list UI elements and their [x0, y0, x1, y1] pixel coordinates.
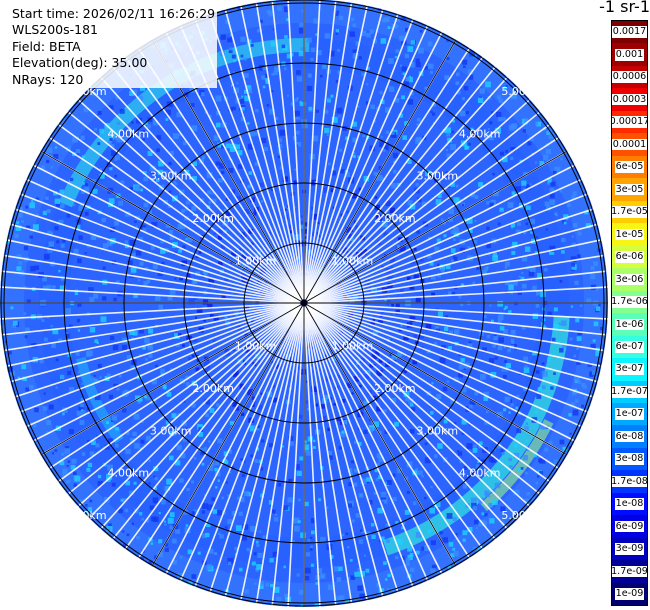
range-ring-label: 2.00km — [374, 382, 416, 395]
nrays-label: NRays: 120 — [12, 71, 84, 87]
range-ring-label: 1.00km — [332, 339, 374, 352]
range-ring-label: 3.00km — [416, 170, 458, 183]
colorbar-tick-label: 1e-06 — [614, 318, 645, 331]
range-ring-label: 2.00km — [374, 212, 416, 225]
colorbar-swatch: 0.001 — [612, 43, 647, 66]
instrument-label: WLS200s-181 — [12, 22, 98, 38]
colorbar-swatch: 0.00017 — [612, 110, 647, 134]
colorbar-tick-label: 3e-08 — [614, 453, 645, 465]
range-ring-label: 5.00km — [501, 509, 543, 522]
colorbar-tick-label: 1e-05 — [614, 228, 645, 241]
colorbar-swatch: 6e-06 — [612, 245, 647, 269]
colorbar-swatch: 0.0017 — [612, 21, 647, 44]
range-ring-label: 4.00km — [459, 127, 501, 140]
range-ring-label: 3.00km — [150, 170, 192, 183]
elevation-label: Elevation(deg): 35.00 — [12, 55, 148, 71]
range-ring-label: 5.00km — [65, 85, 107, 98]
colorbar-tick-label: 1.7e-07 — [612, 385, 647, 398]
colorbar-tick-label: 0.00017 — [612, 116, 647, 128]
colorbar-swatch: 3e-05 — [612, 178, 647, 201]
colorbar-swatch: 1.7e-08 — [612, 470, 647, 493]
colorbar-swatch: 6e-07 — [612, 335, 647, 359]
colorbar-tick-label: 1e-08 — [614, 498, 645, 510]
colorbar-tick-label: 3e-09 — [614, 543, 645, 555]
colorbar-swatch: 0.0001 — [612, 133, 647, 156]
colorbar-tick-label: 0.001 — [614, 48, 645, 61]
colorbar-swatch: 1.7e-05 — [612, 200, 647, 224]
colorbar-swatch: 1.7e-06 — [612, 290, 647, 314]
field-label: Field: BETA — [12, 38, 81, 54]
range-ring-label: 4.00km — [108, 127, 150, 140]
colorbar-swatch: 1e-07 — [612, 402, 647, 426]
colorbar-tick-label: 3e-07 — [614, 363, 645, 376]
range-ring-label: 5.00km — [501, 85, 543, 98]
start-time-label: Start time: 2026/02/11 16:26:29 — [12, 6, 216, 21]
colorbar-swatch: 1e-06 — [612, 313, 647, 336]
scan-info-panel: Start time: 2026/02/11 16:26:29 WLS200s-… — [12, 6, 218, 89]
colorbar-swatch: 6e-08 — [612, 425, 647, 448]
colorbar-tick-label: 0.0006 — [612, 71, 647, 83]
colorbar: 0.0017 0.001 0.0006 0.0003 0.00017 0.0001 6e-0… — [611, 20, 648, 606]
range-ring-label: 2.00km — [192, 212, 234, 225]
colorbar-swatch: 3e-06 — [612, 268, 647, 291]
colorbar-tick-label: 6e-05 — [614, 161, 645, 173]
colorbar-swatch: 0.0006 — [612, 65, 647, 89]
range-ring-label: 3.00km — [150, 424, 192, 437]
range-ring-labels: 1.00km 1.00km 1.00km 1.00km 2.00km 2.00km 2.00… — [65, 85, 543, 522]
colorbar-swatch: 6e-09 — [612, 515, 647, 538]
range-ring-label: 1.00km — [332, 255, 374, 268]
colorbar-tick-label: 1e-09 — [614, 588, 645, 600]
colorbar-tick-label: 3e-05 — [614, 183, 645, 196]
colorbar-tick-label: 6e-07 — [614, 341, 645, 353]
colorbar-swatch: 1.7e-09 — [612, 560, 647, 583]
range-ring-label: 4.00km — [459, 467, 501, 480]
range-ring-label: 3.00km — [416, 424, 458, 437]
colorbar-tick-label: 6e-09 — [614, 520, 645, 533]
colorbar-units-label: -1 sr-1 — [599, 0, 650, 16]
colorbar-tick-label: 0.0003 — [612, 93, 647, 106]
colorbar-tick-label: 1.7e-05 — [612, 206, 647, 218]
range-ring-label: 4.00km — [108, 467, 150, 480]
colorbar-tick-label: 1.7e-08 — [612, 475, 647, 488]
colorbar-tick-label: 3e-06 — [614, 273, 645, 286]
colorbar-tick-label: 1e-07 — [614, 408, 645, 420]
colorbar-tick-label: 6e-06 — [614, 251, 645, 263]
colorbar-swatch: 6e-05 — [612, 155, 647, 179]
colorbar-tick-label: 0.0017 — [612, 26, 647, 39]
colorbar-swatch: 0.0003 — [612, 88, 647, 111]
range-ring-label: 2.00km — [192, 382, 234, 395]
range-ring-label: 5.00km — [65, 509, 107, 522]
colorbar-tick-label: 1.7e-09 — [612, 565, 647, 578]
colorbar-swatch: 3e-08 — [612, 447, 647, 471]
colorbar-swatch: 1e-05 — [612, 223, 647, 246]
range-ring-label: 1.00km — [235, 339, 277, 352]
colorbar-swatch: 3e-07 — [612, 358, 647, 381]
colorbar-swatch: 1e-08 — [612, 492, 647, 516]
colorbar-tick-label: 6e-08 — [614, 430, 645, 443]
colorbar-tick-label: 0.0001 — [612, 138, 647, 151]
colorbar-swatch: 1.7e-07 — [612, 380, 647, 403]
colorbar-swatch: 3e-09 — [612, 537, 647, 561]
polar-grid — [0, 0, 608, 607]
colorbar-swatch: 1e-09 — [612, 582, 647, 606]
colorbar-tick-label: 1.7e-06 — [612, 296, 647, 308]
range-ring-label: 1.00km — [235, 255, 277, 268]
